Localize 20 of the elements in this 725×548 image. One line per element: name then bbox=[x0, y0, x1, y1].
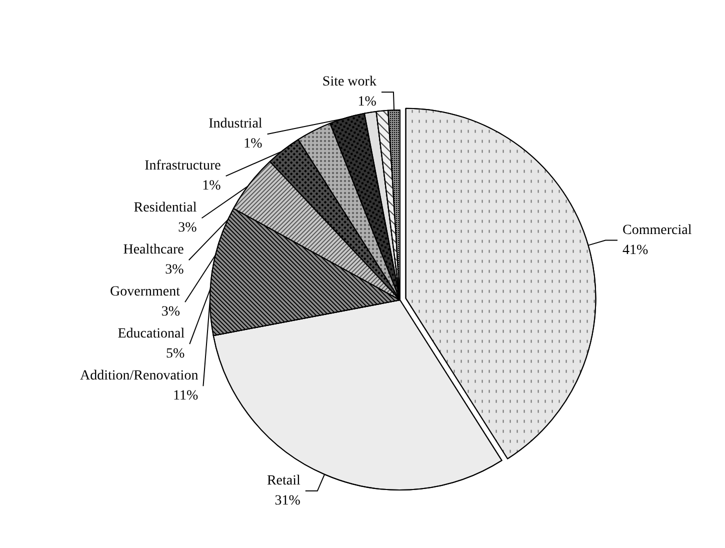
data-label: 1% bbox=[358, 94, 377, 110]
slice-label: Commercial bbox=[622, 222, 692, 238]
slice-label: Industrial bbox=[208, 116, 262, 132]
slice-label: Addition/Renovation bbox=[80, 368, 198, 384]
slice-label: Healthcare bbox=[123, 242, 184, 258]
data-label: 3% bbox=[165, 262, 184, 278]
slice-label: Site work bbox=[322, 74, 376, 90]
slice-label: Residential bbox=[134, 200, 197, 216]
data-label: 3% bbox=[161, 304, 180, 320]
data-label: 31% bbox=[274, 493, 301, 508]
data-label: 3% bbox=[178, 220, 198, 236]
slice-label: Government bbox=[110, 284, 180, 300]
data-label: 5% bbox=[166, 346, 185, 362]
data-label: 41% bbox=[622, 242, 649, 258]
data-label: 1% bbox=[202, 178, 222, 194]
data-label: 11% bbox=[173, 388, 199, 404]
slice-label: Retail bbox=[266, 473, 300, 488]
slice-label: Educational bbox=[118, 326, 185, 342]
slice-label: Infrastructure bbox=[144, 158, 221, 174]
data-label: 1% bbox=[244, 136, 263, 152]
